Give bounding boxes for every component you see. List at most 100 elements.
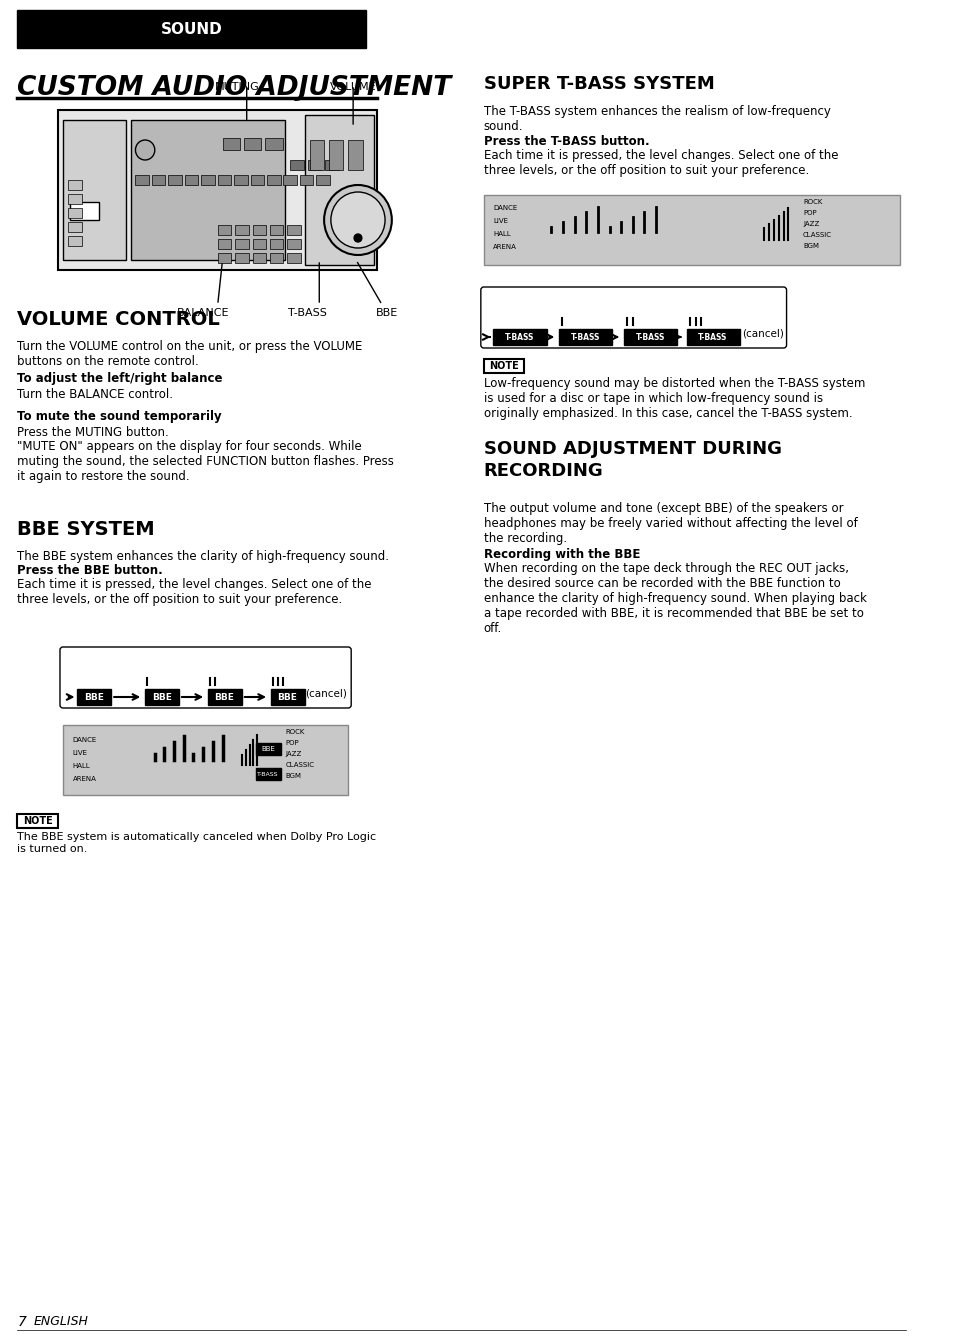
Circle shape [324, 185, 392, 254]
Bar [217, 175, 231, 185]
Circle shape [354, 234, 361, 242]
Bar [316, 175, 330, 185]
Text: SOUND ADJUSTMENT DURING
RECORDING: SOUND ADJUSTMENT DURING RECORDING [483, 441, 781, 481]
Bar [17, 9, 365, 48]
Text: T-BASS: T-BASS [570, 332, 599, 341]
Bar [222, 138, 240, 150]
Text: T-BASS: T-BASS [504, 332, 534, 341]
Bar [135, 175, 149, 185]
Text: HALL: HALL [493, 232, 511, 237]
Text: CLASSIC: CLASSIC [802, 232, 831, 238]
Bar [483, 359, 524, 374]
Bar [168, 175, 182, 185]
Bar [63, 121, 126, 260]
Text: Each time it is pressed, the level changes. Select one of the
three levels, or t: Each time it is pressed, the level chang… [17, 578, 372, 607]
Text: MUTING: MUTING [214, 82, 259, 92]
Text: BBE: BBE [277, 692, 297, 702]
Text: HALL: HALL [72, 763, 91, 769]
Text: DANCE: DANCE [72, 736, 96, 743]
Text: POP: POP [285, 740, 298, 746]
Bar [217, 253, 231, 262]
Bar [287, 225, 300, 236]
Text: LIVE: LIVE [493, 218, 508, 224]
Circle shape [331, 191, 385, 248]
Text: Press the T-BASS button.: Press the T-BASS button. [483, 135, 649, 149]
Bar [623, 329, 677, 345]
Bar [253, 225, 266, 236]
Text: T-BASS: T-BASS [698, 332, 727, 341]
Bar [287, 253, 300, 262]
Bar [251, 175, 264, 185]
Text: Turn the BALANCE control.: Turn the BALANCE control. [17, 388, 173, 400]
Bar [58, 110, 377, 270]
Bar [201, 175, 214, 185]
Text: ENGLISH: ENGLISH [33, 1315, 89, 1328]
Bar [256, 769, 280, 781]
Text: "MUTE ON" appears on the display for four seconds. While
muting the sound, the s: "MUTE ON" appears on the display for fou… [17, 441, 394, 483]
Text: LIVE: LIVE [72, 750, 88, 757]
Bar [299, 175, 314, 185]
Text: The BBE system is automatically canceled when Dolby Pro Logic
is turned on.: The BBE system is automatically canceled… [17, 832, 376, 853]
Bar [234, 238, 249, 249]
Text: To adjust the left/right balance: To adjust the left/right balance [17, 372, 223, 386]
Bar [558, 329, 612, 345]
Bar [244, 138, 261, 150]
Text: SOUND: SOUND [160, 21, 222, 36]
Text: The T-BASS system enhances the realism of low-frequency
sound.: The T-BASS system enhances the realism o… [483, 104, 830, 133]
Text: BBE SYSTEM: BBE SYSTEM [17, 520, 155, 540]
Bar [287, 238, 300, 249]
Bar [68, 208, 82, 218]
Bar [270, 238, 283, 249]
Text: BALANCE: BALANCE [176, 308, 229, 317]
Bar [185, 175, 198, 185]
Text: ARENA: ARENA [493, 244, 517, 250]
Bar [290, 159, 303, 170]
Text: The output volume and tone (except BBE) of the speakers or
headphones may be fre: The output volume and tone (except BBE) … [483, 502, 857, 545]
Text: ROCK: ROCK [285, 728, 304, 735]
Bar [131, 121, 285, 260]
Bar [68, 236, 82, 246]
Text: Press the BBE button.: Press the BBE button. [17, 564, 163, 577]
Bar [145, 690, 179, 706]
Text: T-BASS: T-BASS [257, 771, 278, 777]
Bar [253, 238, 266, 249]
Bar [217, 225, 231, 236]
Text: SUPER T-BASS SYSTEM: SUPER T-BASS SYSTEM [483, 75, 714, 92]
Bar [283, 175, 296, 185]
Bar [70, 202, 98, 220]
Bar [265, 138, 282, 150]
Bar [329, 141, 343, 170]
Bar [234, 253, 249, 262]
Text: 7: 7 [17, 1315, 27, 1330]
Bar [304, 115, 374, 265]
Text: (cancel): (cancel) [741, 329, 783, 339]
Text: Each time it is pressed, the level changes. Select one of the
three levels, or t: Each time it is pressed, the level chang… [483, 149, 838, 177]
Text: VOLUME CONTROL: VOLUME CONTROL [17, 311, 220, 329]
Text: JAZZ: JAZZ [802, 221, 819, 228]
Text: BBE: BBE [84, 692, 104, 702]
Bar [256, 743, 280, 755]
Text: BBE: BBE [375, 308, 397, 317]
Text: Press the MUTING button.: Press the MUTING button. [17, 426, 169, 439]
Text: T-BASS: T-BASS [635, 332, 664, 341]
Text: BGM: BGM [285, 773, 301, 779]
Text: T-BASS: T-BASS [288, 308, 327, 317]
Bar [152, 175, 165, 185]
Bar [267, 175, 280, 185]
Bar [271, 690, 304, 706]
Bar [77, 690, 112, 706]
Bar [217, 238, 231, 249]
Bar [208, 690, 242, 706]
Bar [68, 179, 82, 190]
Bar [17, 814, 58, 828]
Bar [325, 159, 338, 170]
Text: BBE: BBE [214, 692, 234, 702]
Bar [307, 159, 321, 170]
Text: To mute the sound temporarily: To mute the sound temporarily [17, 410, 222, 423]
Text: Recording with the BBE: Recording with the BBE [483, 548, 639, 561]
Text: ARENA: ARENA [72, 777, 96, 782]
Text: Low-frequency sound may be distorted when the T-BASS system
is used for a disc o: Low-frequency sound may be distorted whe… [483, 378, 864, 420]
Text: NOTE: NOTE [489, 362, 518, 371]
Bar [63, 724, 348, 795]
Text: The BBE system enhances the clarity of high-frequency sound.: The BBE system enhances the clarity of h… [17, 550, 389, 562]
